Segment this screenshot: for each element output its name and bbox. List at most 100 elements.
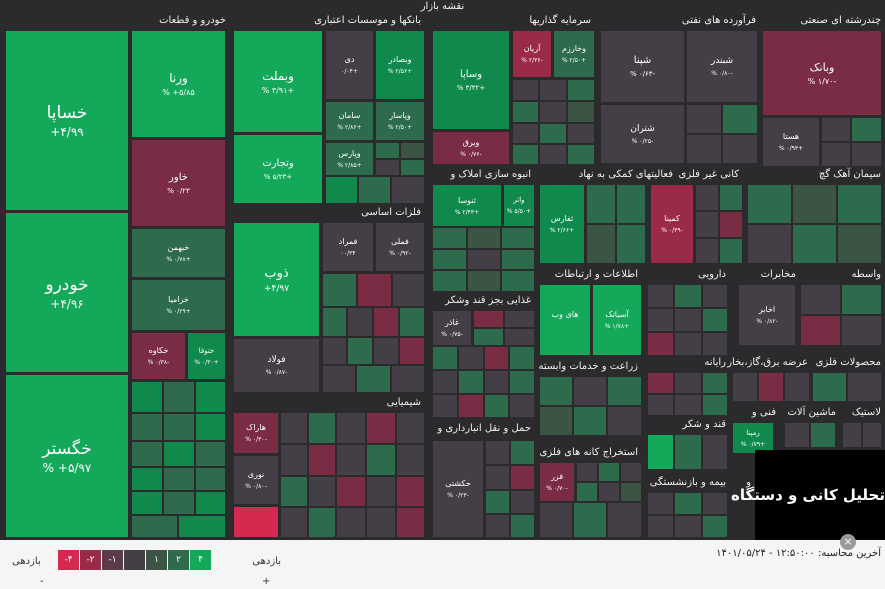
stock-tile[interactable]	[674, 492, 702, 515]
stock-tile[interactable]	[573, 502, 607, 538]
stock-tile[interactable]: خکاوه % ۰/۳۸-	[131, 332, 186, 380]
stock-tile[interactable]	[539, 101, 567, 123]
stock-tile[interactable]	[812, 372, 847, 402]
stock-tile[interactable]	[391, 365, 425, 393]
stock-tile[interactable]	[512, 79, 539, 101]
stock-tile[interactable]	[586, 224, 616, 264]
stock-tile[interactable]	[308, 412, 336, 444]
stock-tile[interactable]: خگستر % +۵/۹۷	[5, 374, 129, 538]
stock-tile[interactable]	[131, 441, 163, 467]
stock-tile[interactable]	[674, 372, 702, 394]
stock-tile[interactable]	[800, 284, 841, 315]
stock-tile[interactable]	[399, 307, 425, 337]
stock-tile[interactable]	[847, 372, 882, 402]
stock-tile[interactable]	[396, 476, 425, 507]
stock-tile[interactable]	[702, 332, 728, 356]
stock-tile[interactable]	[432, 370, 458, 394]
stock-tile[interactable]: حکشتی % ۰/۲۳-	[432, 440, 484, 538]
stock-tile[interactable]	[686, 104, 722, 134]
stock-tile[interactable]	[131, 413, 163, 441]
stock-tile[interactable]	[375, 142, 400, 159]
stock-tile[interactable]	[391, 176, 425, 204]
stock-tile[interactable]: وبملت % ۳/۹۱+	[233, 30, 323, 133]
stock-tile[interactable]	[358, 176, 391, 204]
stock-tile[interactable]	[810, 422, 836, 448]
stock-tile[interactable]	[280, 476, 308, 507]
stock-tile[interactable]	[504, 310, 535, 328]
stock-tile[interactable]	[280, 507, 308, 538]
stock-tile[interactable]	[539, 376, 573, 406]
stock-tile[interactable]	[674, 308, 702, 332]
stock-tile[interactable]	[131, 491, 163, 515]
stock-tile[interactable]	[674, 284, 702, 308]
stock-tile[interactable]	[509, 370, 535, 394]
stock-tile[interactable]: رمپنا % ۰/۷۹+	[732, 422, 774, 454]
stock-tile[interactable]	[308, 476, 336, 507]
stock-tile[interactable]: وبصادر % ۲/۵۶+	[375, 30, 425, 100]
stock-tile[interactable]	[647, 308, 674, 332]
stock-tile[interactable]	[686, 134, 722, 164]
stock-tile[interactable]	[280, 412, 308, 444]
stock-tile[interactable]	[396, 444, 425, 476]
stock-tile[interactable]: کمینا % ۰/۳۹-	[650, 184, 694, 264]
stock-tile[interactable]	[501, 270, 535, 292]
stock-tile[interactable]	[842, 422, 862, 448]
stock-tile[interactable]	[280, 444, 308, 476]
stock-tile[interactable]	[695, 238, 719, 264]
stock-tile[interactable]: وپاسار % ۲/۵۰+	[375, 101, 425, 141]
stock-tile[interactable]: ورنا % +۵/۸۵	[131, 30, 226, 138]
stock-tile[interactable]	[509, 394, 535, 418]
stock-tile[interactable]: شپنا % ۰/۶۳-	[600, 30, 685, 103]
stock-tile[interactable]	[567, 79, 595, 101]
stock-tile[interactable]	[539, 144, 567, 165]
stock-tile[interactable]	[458, 394, 484, 418]
stock-tile[interactable]	[178, 515, 226, 538]
stock-tile[interactable]: وپارس % ۲/۸۵+	[325, 142, 374, 176]
stock-tile[interactable]: واثر % ۵/۵۰+	[503, 184, 535, 227]
stock-tile[interactable]	[837, 224, 882, 264]
stock-tile[interactable]	[467, 249, 501, 270]
stock-tile[interactable]	[792, 224, 837, 264]
stock-tile[interactable]	[400, 159, 425, 176]
stock-tile[interactable]	[473, 310, 504, 328]
stock-tile[interactable]: شبندر % ۰/۸۰-	[686, 30, 758, 103]
stock-tile[interactable]	[366, 476, 396, 507]
stock-tile[interactable]	[347, 337, 373, 365]
stock-tile[interactable]	[851, 142, 882, 167]
stock-tile[interactable]	[576, 482, 598, 502]
stock-tile[interactable]: سامان % ۲/۸۶+	[325, 101, 374, 141]
stock-tile[interactable]	[375, 159, 400, 176]
stock-tile[interactable]	[163, 381, 195, 413]
stock-tile[interactable]	[510, 514, 535, 538]
stock-tile[interactable]	[473, 328, 504, 346]
stock-tile[interactable]: خاور % ۰/۲۳	[131, 139, 226, 227]
stock-tile[interactable]	[539, 502, 573, 538]
stock-tile[interactable]	[357, 273, 392, 307]
stock-tile[interactable]	[607, 406, 642, 436]
stock-tile[interactable]	[616, 184, 646, 224]
stock-tile[interactable]	[484, 370, 509, 394]
stock-tile[interactable]	[674, 515, 702, 538]
stock-tile[interactable]	[322, 273, 357, 307]
stock-tile[interactable]	[719, 211, 743, 238]
stock-tile[interactable]	[695, 211, 719, 238]
stock-tile[interactable]: ویرق % ۰/۷۶-	[432, 131, 510, 165]
stock-tile[interactable]	[485, 465, 510, 490]
stock-tile[interactable]	[841, 284, 882, 315]
stock-tile[interactable]	[647, 284, 674, 308]
stock-tile[interactable]: خبهمن % ۰/۷۸+	[131, 228, 226, 278]
stock-tile[interactable]	[336, 444, 366, 476]
stock-tile[interactable]	[702, 515, 728, 538]
stock-tile[interactable]	[702, 284, 728, 308]
stock-tile[interactable]	[484, 346, 509, 370]
stock-tile[interactable]	[674, 394, 702, 416]
stock-tile[interactable]	[620, 482, 642, 502]
stock-tile[interactable]	[792, 184, 837, 224]
close-icon[interactable]: ×	[840, 534, 856, 550]
stock-tile[interactable]	[837, 184, 882, 224]
stock-tile[interactable]	[366, 412, 396, 444]
stock-tile[interactable]	[484, 394, 509, 418]
stock-tile[interactable]: غاذر % ۰/۷۵-	[432, 310, 472, 346]
stock-tile[interactable]	[336, 412, 366, 444]
stock-tile[interactable]: ثفارس % ۲/۶۶+	[539, 184, 585, 264]
